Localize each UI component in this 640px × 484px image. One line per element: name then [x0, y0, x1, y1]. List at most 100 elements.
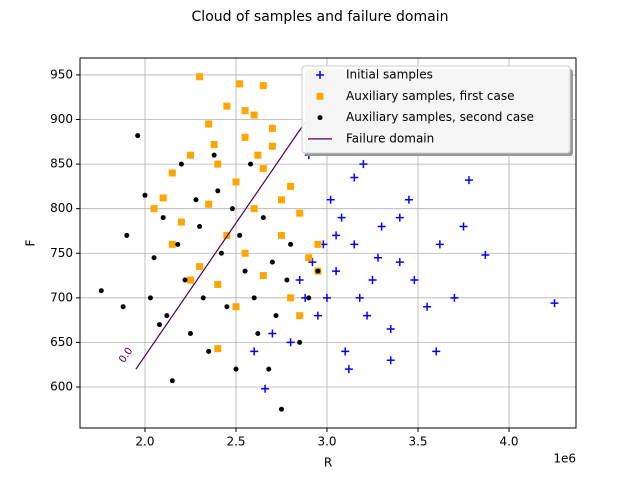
point	[316, 71, 324, 79]
point	[315, 268, 321, 274]
point	[250, 347, 259, 356]
point	[377, 222, 386, 231]
point	[355, 293, 364, 302]
point	[313, 311, 322, 320]
point	[259, 82, 267, 90]
point	[164, 313, 170, 319]
point	[205, 200, 213, 208]
point	[214, 280, 222, 288]
point	[326, 195, 335, 204]
y-tick-label: 650	[50, 335, 73, 349]
point	[169, 378, 175, 384]
point	[269, 259, 275, 265]
point	[550, 299, 559, 308]
point	[296, 312, 304, 320]
plot-frame	[79, 57, 577, 429]
point	[273, 313, 279, 319]
point	[395, 258, 404, 267]
point	[197, 224, 203, 230]
x-axis-label: R	[324, 456, 332, 470]
point	[286, 338, 295, 347]
legend-label: Failure domain	[346, 131, 434, 145]
point	[254, 151, 262, 159]
point	[175, 241, 181, 247]
point	[268, 124, 276, 132]
x-tick-label: 3.0	[317, 435, 336, 449]
failure-line	[135, 119, 308, 370]
point	[223, 102, 231, 110]
point	[232, 178, 240, 186]
point	[259, 272, 267, 280]
legend-label: Initial samples	[346, 68, 433, 82]
x-tick-label: 3.5	[408, 435, 427, 449]
point	[196, 263, 204, 271]
point	[250, 205, 258, 213]
point	[178, 161, 184, 167]
point	[233, 366, 239, 372]
point	[459, 222, 468, 231]
legend: Initial samples Auxiliary samples, first …	[301, 65, 573, 156]
point	[268, 142, 276, 150]
point	[450, 293, 459, 302]
point	[241, 249, 249, 257]
point	[210, 140, 218, 148]
y-tick-label: 850	[50, 157, 73, 171]
point	[322, 293, 331, 302]
point	[306, 295, 312, 301]
point	[277, 196, 285, 204]
point	[410, 276, 419, 284]
point	[98, 288, 104, 294]
point	[251, 295, 257, 301]
point	[386, 356, 395, 365]
point	[205, 120, 213, 128]
x-tick-label: 4.0	[499, 435, 518, 449]
point	[157, 322, 163, 328]
point	[368, 276, 377, 284]
point	[151, 255, 157, 261]
point	[284, 277, 290, 283]
point	[386, 325, 395, 334]
point	[206, 348, 212, 354]
point	[464, 176, 473, 185]
point	[295, 276, 304, 284]
legend-label: Auxiliary samples, first case	[346, 89, 514, 103]
point	[260, 215, 266, 221]
x-offset-label: 1e6	[553, 452, 576, 466]
point	[215, 188, 221, 194]
point	[196, 73, 204, 81]
point	[278, 406, 284, 412]
point	[332, 231, 341, 240]
point	[316, 92, 324, 100]
point	[241, 133, 249, 141]
point	[308, 258, 317, 267]
point	[248, 161, 254, 167]
point	[211, 152, 217, 158]
point	[160, 215, 166, 221]
point	[120, 304, 126, 310]
point	[200, 295, 206, 301]
point	[236, 80, 244, 88]
point	[341, 347, 350, 356]
point	[232, 303, 240, 311]
point	[337, 213, 346, 222]
point	[124, 232, 130, 238]
point	[435, 240, 444, 249]
point	[287, 182, 295, 190]
point	[350, 173, 359, 182]
point	[363, 311, 372, 320]
point	[344, 365, 353, 374]
point	[266, 366, 272, 372]
point	[314, 240, 322, 248]
y-tick-label: 750	[50, 246, 73, 260]
y-axis-label: F	[24, 239, 38, 246]
x-tick-label: 2.0	[135, 435, 154, 449]
point	[255, 330, 261, 336]
point	[423, 302, 432, 311]
point	[168, 240, 176, 248]
point	[150, 205, 158, 213]
point	[404, 195, 413, 204]
point	[297, 339, 303, 345]
point	[259, 165, 267, 173]
legend-label: Auxiliary samples, second case	[346, 110, 534, 124]
point	[193, 197, 199, 203]
